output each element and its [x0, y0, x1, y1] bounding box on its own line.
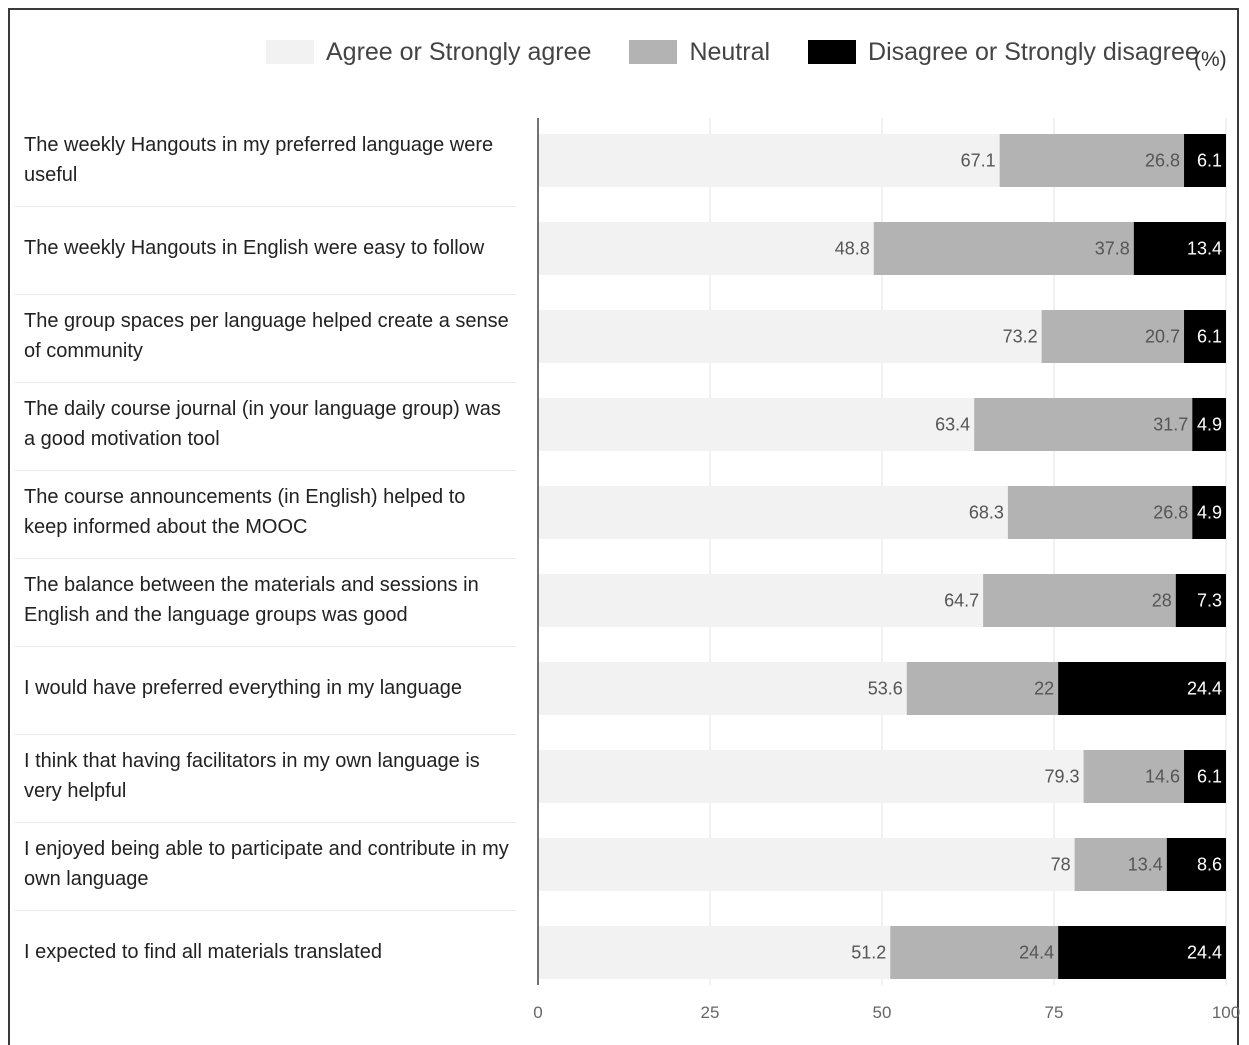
category-label: The daily course journal (in your langua…	[24, 398, 501, 450]
bar-segment	[1074, 838, 1167, 891]
row-separator	[14, 294, 516, 295]
data-label: 37.8	[1095, 239, 1130, 259]
x-tick-label: 50	[873, 1003, 892, 1022]
bar-segment	[974, 398, 1193, 451]
data-label: 31.7	[1153, 415, 1188, 435]
data-label: 24.4	[1019, 943, 1054, 963]
category-label: The balance between the materials and se…	[24, 574, 479, 626]
data-label: 26.8	[1145, 151, 1180, 171]
category-label: The weekly Hangouts in my preferred lang…	[24, 134, 494, 186]
data-label: 24.4	[1187, 943, 1222, 963]
bar-segment	[906, 662, 1059, 715]
bar-segment	[890, 926, 1059, 979]
data-label: 79.3	[1045, 767, 1080, 787]
bar-segment	[538, 486, 1008, 539]
bar-segment	[1184, 750, 1226, 803]
bar-segment	[1184, 310, 1226, 363]
legend-label-disagree: Disagree or Strongly disagree	[868, 37, 1199, 66]
bar-segment	[1083, 750, 1185, 803]
data-label: 68.3	[969, 503, 1004, 523]
bar-segment	[538, 662, 907, 715]
bar-segment	[1192, 398, 1226, 451]
row-separator	[14, 470, 516, 471]
category-label: I expected to find all materials transla…	[24, 941, 382, 963]
bar-segment	[1058, 662, 1226, 715]
category-label: I would have preferred everything in my …	[24, 677, 463, 699]
x-tick-label: 0	[533, 1003, 542, 1022]
x-tick-label: 100	[1212, 1003, 1240, 1022]
bar-segment	[538, 926, 891, 979]
legend-item-disagree: Disagree or Strongly disagree	[808, 38, 1199, 67]
legend-item-neutral: Neutral	[629, 38, 770, 67]
row-separator	[14, 734, 516, 735]
legend-swatch-disagree	[808, 40, 857, 64]
x-tick-label: 75	[1045, 1003, 1064, 1022]
data-label: 67.1	[961, 151, 996, 171]
data-label: 28	[1152, 591, 1172, 611]
row-separator	[14, 822, 516, 823]
data-label: 53.6	[868, 679, 903, 699]
bar-segment	[1133, 222, 1226, 275]
row-separator	[14, 910, 516, 911]
bar-segment	[1166, 838, 1226, 891]
x-tick-label: 25	[701, 1003, 720, 1022]
unit-label: (%)	[1194, 48, 1227, 71]
legend: Agree or Strongly agree Neutral Disagree…	[266, 34, 1199, 70]
category-label: The weekly Hangouts in English were easy…	[24, 237, 485, 259]
bar-segment	[983, 574, 1176, 627]
legend-label-agree: Agree or Strongly agree	[326, 37, 592, 66]
data-label: 4.9	[1197, 503, 1222, 523]
data-label: 7.3	[1197, 591, 1222, 611]
data-label: 13.4	[1128, 855, 1163, 875]
data-label: 22	[1034, 679, 1054, 699]
category-label: I enjoyed being able to participate and …	[24, 838, 509, 890]
data-label: 6.1	[1197, 767, 1222, 787]
bar-segment	[999, 134, 1185, 187]
bar-segment	[538, 222, 874, 275]
bar-segment	[1175, 574, 1226, 627]
data-label: 14.6	[1145, 767, 1180, 787]
bar-segment	[1058, 926, 1226, 979]
bar-segment	[873, 222, 1134, 275]
legend-item-agree: Agree or Strongly agree	[266, 38, 591, 67]
category-label: The group spaces per language helped cre…	[24, 310, 509, 362]
data-label: 20.7	[1145, 327, 1180, 347]
bar-segment	[1007, 486, 1193, 539]
data-label: 24.4	[1187, 679, 1222, 699]
data-label: 51.2	[851, 943, 886, 963]
data-label: 8.6	[1197, 855, 1222, 875]
data-label: 73.2	[1003, 327, 1038, 347]
row-separator	[14, 646, 516, 647]
legend-swatch-neutral	[629, 40, 678, 64]
category-label: I think that having facilitators in my o…	[24, 750, 480, 802]
data-label: 64.7	[944, 591, 979, 611]
legend-swatch-agree	[266, 40, 314, 64]
bar-segment	[538, 750, 1084, 803]
category-label: The course announcements (in English) he…	[24, 486, 466, 538]
bar-segment	[538, 574, 984, 627]
bar-segment	[538, 838, 1075, 891]
row-separator	[14, 558, 516, 559]
bar-segment	[538, 310, 1042, 363]
data-label: 26.8	[1153, 503, 1188, 523]
data-label: 4.9	[1197, 415, 1222, 435]
bar-segment	[538, 398, 975, 451]
row-separator	[14, 206, 516, 207]
data-label: 48.8	[835, 239, 870, 259]
legend-label-neutral: Neutral	[689, 37, 771, 66]
data-label: 6.1	[1197, 151, 1222, 171]
bar-segment	[538, 134, 1000, 187]
data-label: 6.1	[1197, 327, 1222, 347]
bar-segment	[1041, 310, 1185, 363]
data-label: 13.4	[1187, 239, 1222, 259]
bar-segment	[1192, 486, 1226, 539]
row-separator	[14, 382, 516, 383]
data-label: 78	[1051, 855, 1071, 875]
data-label: 63.4	[935, 415, 970, 435]
bar-segment	[1184, 134, 1226, 187]
